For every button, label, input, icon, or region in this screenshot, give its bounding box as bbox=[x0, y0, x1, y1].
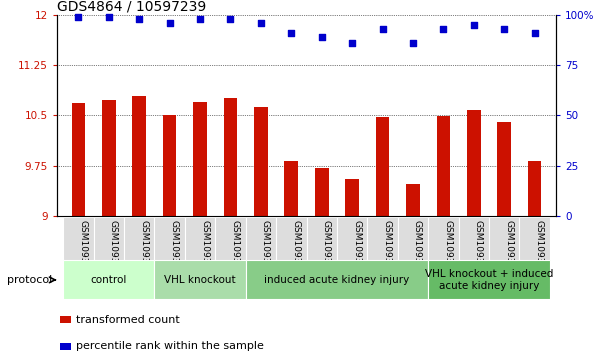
Point bbox=[135, 16, 144, 21]
Bar bbox=[284, 161, 298, 216]
Bar bbox=[154, 217, 185, 260]
Point bbox=[225, 16, 235, 21]
Text: GSM1093980: GSM1093980 bbox=[322, 220, 331, 281]
Text: GSM1093984: GSM1093984 bbox=[261, 220, 270, 281]
Bar bbox=[185, 217, 215, 260]
Text: percentile rank within the sample: percentile rank within the sample bbox=[76, 341, 264, 351]
Bar bbox=[246, 260, 428, 299]
Point bbox=[287, 30, 296, 36]
Bar bbox=[406, 184, 420, 216]
Point bbox=[439, 26, 448, 32]
Point bbox=[347, 40, 357, 46]
Bar bbox=[124, 217, 154, 260]
Text: GSM1093978: GSM1093978 bbox=[230, 220, 239, 281]
Text: GSM1093977: GSM1093977 bbox=[200, 220, 209, 281]
Bar bbox=[193, 102, 207, 216]
Text: induced acute kidney injury: induced acute kidney injury bbox=[264, 275, 409, 285]
Text: GSM1093981: GSM1093981 bbox=[352, 220, 361, 281]
Bar bbox=[428, 217, 459, 260]
Point bbox=[469, 22, 478, 28]
Bar bbox=[63, 260, 154, 299]
Bar bbox=[315, 168, 329, 216]
Text: GSM1093988: GSM1093988 bbox=[535, 220, 544, 281]
Bar bbox=[132, 97, 146, 216]
Text: GSM1093983: GSM1093983 bbox=[413, 220, 422, 281]
Text: protocol: protocol bbox=[7, 275, 52, 285]
Bar bbox=[459, 217, 489, 260]
Bar bbox=[94, 217, 124, 260]
Bar bbox=[398, 217, 428, 260]
Text: VHL knockout: VHL knockout bbox=[164, 275, 236, 285]
Point bbox=[408, 40, 418, 46]
Text: GSM1093975: GSM1093975 bbox=[139, 220, 148, 281]
Point bbox=[195, 16, 205, 21]
Point bbox=[104, 14, 114, 20]
Point bbox=[73, 14, 83, 20]
Bar bbox=[59, 316, 70, 323]
Bar bbox=[519, 217, 550, 260]
Point bbox=[317, 34, 326, 40]
Bar bbox=[467, 110, 481, 216]
Bar bbox=[346, 179, 359, 216]
Bar bbox=[215, 217, 246, 260]
Bar bbox=[367, 217, 398, 260]
Bar bbox=[59, 343, 70, 350]
Text: GSM1093976: GSM1093976 bbox=[169, 220, 178, 281]
Text: GSM1093979: GSM1093979 bbox=[291, 220, 300, 281]
Bar bbox=[163, 115, 177, 216]
Point bbox=[378, 26, 388, 32]
Text: GSM1093987: GSM1093987 bbox=[504, 220, 513, 281]
Text: transformed count: transformed count bbox=[76, 315, 180, 325]
Text: GDS4864 / 10597239: GDS4864 / 10597239 bbox=[57, 0, 206, 13]
Bar bbox=[246, 217, 276, 260]
Bar bbox=[102, 101, 115, 216]
Bar bbox=[63, 217, 94, 260]
Text: GSM1093986: GSM1093986 bbox=[474, 220, 483, 281]
Bar bbox=[154, 260, 246, 299]
Bar bbox=[72, 103, 85, 216]
Bar bbox=[337, 217, 367, 260]
Bar bbox=[436, 116, 450, 216]
Point bbox=[256, 20, 266, 25]
Bar bbox=[528, 161, 542, 216]
Bar bbox=[428, 260, 550, 299]
Bar bbox=[254, 107, 267, 216]
Text: GSM1093973: GSM1093973 bbox=[78, 220, 87, 281]
Bar bbox=[276, 217, 307, 260]
Text: GSM1093985: GSM1093985 bbox=[444, 220, 453, 281]
Bar bbox=[489, 217, 519, 260]
Point bbox=[530, 30, 540, 36]
Bar bbox=[307, 217, 337, 260]
Bar bbox=[498, 122, 511, 216]
Text: VHL knockout + induced
acute kidney injury: VHL knockout + induced acute kidney inju… bbox=[425, 269, 553, 291]
Point bbox=[165, 20, 174, 25]
Point bbox=[499, 26, 509, 32]
Text: control: control bbox=[91, 275, 127, 285]
Text: GSM1093974: GSM1093974 bbox=[109, 220, 118, 281]
Bar bbox=[224, 98, 237, 216]
Text: GSM1093982: GSM1093982 bbox=[383, 220, 391, 281]
Bar bbox=[376, 117, 389, 216]
